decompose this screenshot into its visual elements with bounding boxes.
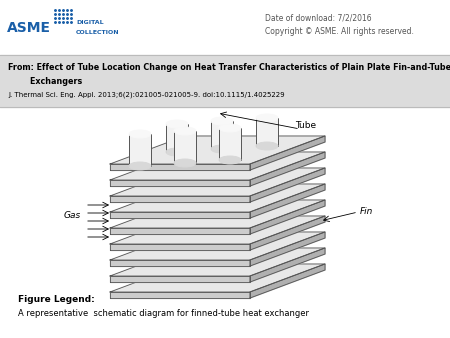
Text: DIGITAL: DIGITAL (76, 21, 104, 25)
Polygon shape (110, 216, 325, 244)
Polygon shape (250, 232, 325, 266)
Text: Figure Legend:: Figure Legend: (18, 295, 95, 305)
Polygon shape (110, 232, 325, 260)
Polygon shape (250, 168, 325, 202)
Bar (211, 121, 233, 149)
Ellipse shape (256, 114, 278, 122)
Polygon shape (250, 216, 325, 250)
Polygon shape (250, 136, 325, 170)
Polygon shape (110, 276, 250, 282)
Ellipse shape (174, 159, 196, 167)
Polygon shape (110, 196, 250, 202)
Bar (256, 118, 278, 146)
Polygon shape (110, 136, 325, 164)
Ellipse shape (219, 124, 241, 132)
Polygon shape (110, 180, 250, 186)
Polygon shape (110, 212, 250, 218)
Polygon shape (250, 184, 325, 218)
Polygon shape (250, 264, 325, 298)
Polygon shape (110, 248, 325, 276)
Ellipse shape (211, 145, 233, 153)
Text: A representative  schematic diagram for finned-tube heat exchanger: A representative schematic diagram for f… (18, 309, 309, 317)
Polygon shape (250, 248, 325, 282)
Bar (0, 0, 450, 55)
Polygon shape (110, 244, 250, 250)
Text: Exchangers: Exchangers (8, 76, 82, 86)
Polygon shape (110, 152, 325, 180)
Bar (129, 134, 151, 166)
Ellipse shape (219, 156, 241, 164)
Ellipse shape (129, 130, 151, 138)
Ellipse shape (129, 162, 151, 170)
Text: From: Effect of Tube Location Change on Heat Transfer Characteristics of Plain P: From: Effect of Tube Location Change on … (8, 64, 450, 72)
Text: COLLECTION: COLLECTION (76, 29, 120, 34)
Ellipse shape (166, 120, 188, 128)
Polygon shape (250, 152, 325, 186)
Ellipse shape (256, 142, 278, 150)
Text: Tube: Tube (295, 121, 316, 129)
Text: Copyright © ASME. All rights reserved.: Copyright © ASME. All rights reserved. (265, 27, 414, 37)
Text: J. Thermal Sci. Eng. Appl. 2013;6(2):021005-021005-9. doi:10.1115/1.4025229: J. Thermal Sci. Eng. Appl. 2013;6(2):021… (8, 92, 284, 98)
Ellipse shape (166, 148, 188, 156)
Text: ASME: ASME (7, 21, 51, 35)
Bar (0, 55, 450, 107)
Text: Fin: Fin (360, 208, 373, 217)
Polygon shape (110, 164, 250, 170)
Polygon shape (110, 184, 325, 212)
Ellipse shape (174, 127, 196, 135)
Polygon shape (250, 200, 325, 234)
Text: Date of download: 7/2/2016: Date of download: 7/2/2016 (265, 14, 372, 23)
Polygon shape (110, 168, 325, 196)
Bar (166, 124, 188, 152)
Polygon shape (110, 264, 325, 292)
Bar (219, 128, 241, 160)
Polygon shape (110, 228, 250, 234)
Ellipse shape (211, 117, 233, 125)
Polygon shape (110, 292, 250, 298)
Bar (174, 131, 196, 163)
Polygon shape (110, 200, 325, 228)
Polygon shape (110, 260, 250, 266)
Text: Gas: Gas (64, 211, 81, 219)
